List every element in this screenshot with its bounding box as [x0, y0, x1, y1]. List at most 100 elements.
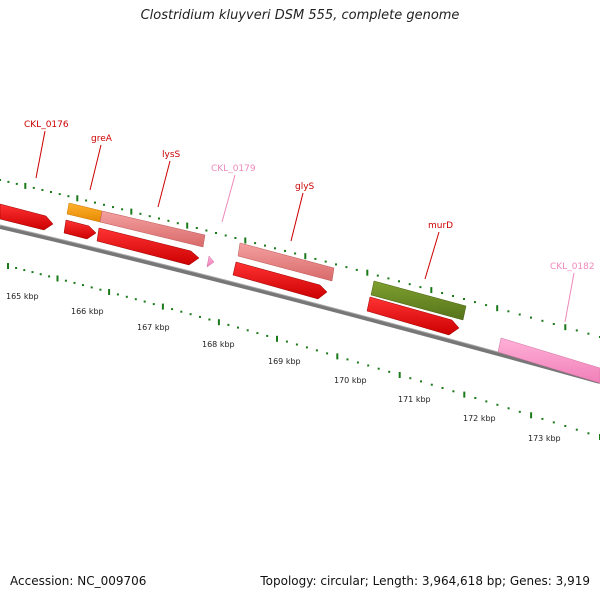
minor-tick: [575, 428, 578, 431]
gene-block-CKL_0182[interactable]: [497, 337, 600, 384]
minor-tick: [376, 274, 379, 277]
gene-label-glyS[interactable]: glyS: [295, 182, 315, 192]
leader-CKL_0179: [221, 174, 236, 223]
major-tick: [130, 208, 133, 215]
kbp-label-165: 165 kbp: [6, 292, 39, 301]
minor-tick: [180, 310, 183, 313]
minor-tick: [409, 377, 412, 380]
gene-arrow-glyS[interactable]: [232, 261, 328, 300]
major-tick: [304, 253, 307, 260]
minor-tick: [295, 343, 298, 346]
gene-label-greA[interactable]: greA: [91, 134, 113, 144]
kbp-label-167: 167 kbp: [137, 323, 170, 332]
gene-label-murD[interactable]: murD: [428, 221, 453, 231]
minor-tick: [575, 329, 578, 332]
minor-tick: [564, 425, 567, 427]
minor-tick: [23, 269, 26, 272]
minor-tick: [314, 257, 317, 260]
minor-tick: [496, 403, 499, 406]
gene-label-CKL_0182[interactable]: CKL_0182: [550, 262, 595, 272]
minor-tick: [208, 318, 211, 321]
minor-tick: [377, 367, 380, 370]
gene-arrow-greA[interactable]: [63, 219, 97, 240]
kbp-label-172: 172 kbp: [463, 414, 496, 423]
gene-arrow-CKL_0176[interactable]: [0, 203, 54, 231]
kbp-label-166: 166 kbp: [71, 307, 104, 316]
minor-tick: [474, 397, 477, 399]
gene-label-CKL_0179[interactable]: CKL_0179: [211, 164, 256, 174]
major-tick: [564, 324, 567, 331]
minor-tick: [246, 329, 249, 332]
major-tick: [463, 391, 466, 398]
major-tick: [276, 335, 278, 342]
minor-tick: [143, 300, 146, 303]
minor-tick: [356, 361, 359, 364]
leader-CKL_0176: [35, 130, 46, 179]
major-tick: [108, 289, 111, 295]
minor-tick: [474, 301, 476, 304]
minor-tick: [507, 407, 510, 410]
minor-tick: [518, 410, 521, 413]
minor-tick: [148, 215, 151, 218]
minor-tick: [189, 313, 192, 316]
gene-arrow-lysS[interactable]: [96, 227, 200, 266]
major-tick: [186, 222, 189, 229]
minor-tick: [39, 273, 42, 276]
minor-tick: [254, 242, 257, 245]
minor-tick: [41, 189, 44, 191]
minor-tick: [441, 292, 444, 294]
kbp-label-168: 168 kbp: [202, 340, 235, 349]
kbp-label-170: 170 kbp: [334, 376, 367, 385]
gene-arrow-CKL_0179[interactable]: [206, 255, 215, 268]
minor-tick: [58, 193, 61, 196]
minor-tick: [541, 417, 544, 420]
minor-tick: [116, 293, 119, 296]
minor-tick: [541, 319, 544, 322]
minor-tick: [205, 229, 208, 232]
leader-lysS: [157, 160, 171, 208]
minor-tick: [82, 284, 84, 287]
minor-tick: [420, 380, 422, 383]
minor-tick: [158, 217, 160, 220]
gene-arrow-murD[interactable]: [366, 296, 460, 336]
minor-tick: [73, 281, 76, 284]
minor-tick: [507, 310, 510, 313]
gene-block-lysS-top[interactable]: [99, 210, 206, 248]
gene-block-greA-top[interactable]: [66, 202, 103, 223]
minor-tick: [195, 227, 198, 229]
minor-tick: [32, 186, 35, 189]
minor-tick: [266, 334, 269, 337]
minor-tick: [388, 370, 391, 373]
minor-tick: [485, 304, 488, 307]
minor-tick: [152, 303, 155, 306]
minor-tick: [367, 364, 370, 367]
upper-tick-track: [0, 179, 600, 338]
gene-block-glyS-top[interactable]: [237, 242, 335, 282]
leader-CKL_0182: [564, 272, 575, 323]
minor-tick: [452, 390, 455, 393]
minor-tick: [326, 352, 329, 355]
minor-tick: [176, 222, 179, 225]
gene-label-lysS[interactable]: lysS: [162, 150, 181, 160]
minor-tick: [112, 206, 114, 209]
minor-tick: [234, 237, 237, 239]
major-tick: [161, 303, 164, 310]
minor-tick: [398, 280, 400, 283]
gene-label-CKL_0176[interactable]: CKL_0176: [24, 120, 69, 130]
minor-tick: [50, 191, 52, 193]
minor-tick: [587, 332, 590, 335]
major-tick: [430, 287, 433, 294]
kbp-label-169: 169 kbp: [268, 357, 301, 366]
minor-tick: [552, 323, 555, 325]
minor-tick: [125, 295, 128, 298]
gene-block-murD-top[interactable]: [370, 280, 467, 321]
major-tick: [496, 305, 499, 312]
leader-glyS: [290, 192, 304, 242]
major-tick: [217, 319, 220, 326]
minor-tick: [15, 182, 18, 185]
major-tick: [244, 237, 247, 244]
minor-tick: [237, 326, 239, 329]
minor-tick: [99, 288, 102, 291]
